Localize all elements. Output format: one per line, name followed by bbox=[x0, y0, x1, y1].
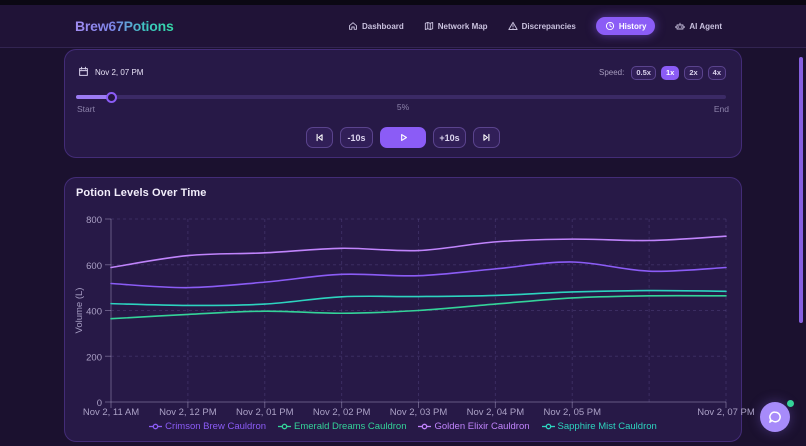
speed-button-0.5x[interactable]: 0.5x bbox=[631, 65, 656, 80]
forward-10s-button[interactable]: +10s bbox=[433, 127, 466, 148]
chat-icon bbox=[769, 411, 781, 423]
app-logo: Brew67Potions bbox=[75, 18, 174, 34]
legend-item-crimson-brew-cauldron[interactable]: Crimson Brew Cauldron bbox=[149, 421, 266, 432]
nav-item-history[interactable]: History bbox=[595, 17, 656, 35]
speed-button-2x[interactable]: 2x bbox=[684, 65, 703, 80]
skip-to-start-button[interactable] bbox=[306, 127, 333, 148]
timeline-slider-thumb[interactable] bbox=[106, 91, 117, 103]
nav-item-ai-agent[interactable]: AI Agent bbox=[675, 21, 722, 31]
playback-top-row: Nov 2, 07 PM Speed: 0.5x 1x 2x 4x bbox=[78, 64, 726, 81]
series-line-crimson-brew-cauldron bbox=[110, 261, 727, 289]
warning-icon bbox=[507, 21, 518, 30]
legend-label: Sapphire Mist Cauldron bbox=[557, 421, 657, 432]
robot-icon bbox=[675, 22, 686, 30]
main-nav: Dashboard Network Map Discrepancies History… bbox=[348, 17, 722, 35]
x-tick-label: Nov 2, 07 PM bbox=[697, 407, 755, 418]
transport-controls: -10s +10s bbox=[65, 127, 741, 148]
timestamp-label: Nov 2, 07 PM bbox=[95, 68, 144, 77]
series-line-golden-elixir-cauldron bbox=[110, 235, 727, 269]
legend-item-sapphire-mist-cauldron[interactable]: Sapphire Mist Cauldron bbox=[541, 421, 657, 432]
legend-line-icon bbox=[278, 423, 292, 430]
y-tick-label: 600 bbox=[86, 261, 102, 272]
timeline-labels: Start 5% End bbox=[77, 102, 729, 114]
nav-item-dashboard[interactable]: Dashboard bbox=[348, 21, 404, 31]
speed-button-4x[interactable]: 4x bbox=[707, 65, 726, 80]
timeline-slider[interactable] bbox=[76, 91, 726, 103]
play-icon bbox=[400, 134, 407, 141]
speed-control: Speed: 0.5x 1x 2x 4x bbox=[599, 65, 726, 80]
skip-to-end-button[interactable] bbox=[473, 127, 500, 148]
rewind-10s-button[interactable]: -10s bbox=[340, 127, 373, 148]
nav-item-label: History bbox=[618, 21, 647, 31]
legend-line-icon bbox=[149, 423, 163, 430]
playback-card: Nov 2, 07 PM Speed: 0.5x 1x 2x 4x Start 5% … bbox=[64, 49, 742, 158]
chat-online-status-dot bbox=[787, 400, 794, 407]
y-axis-title: Volume (L) bbox=[74, 288, 85, 334]
page-scrollbar[interactable] bbox=[799, 57, 803, 323]
nav-item-network-map[interactable]: Network Map bbox=[424, 21, 488, 31]
nav-item-label: AI Agent bbox=[689, 21, 722, 31]
chart-title: Potion Levels Over Time bbox=[76, 187, 207, 199]
x-tick-label: Nov 2, 12 PM bbox=[159, 407, 217, 418]
legend-label: Golden Elixir Cauldron bbox=[434, 421, 530, 432]
nav-item-discrepancies[interactable]: Discrepancies bbox=[507, 21, 576, 31]
line-chart: 0 200 400 600 800 Nov 2, 11 AM Nov 2, 12 PM Nov… bbox=[74, 215, 755, 418]
current-timestamp: Nov 2, 07 PM bbox=[78, 66, 143, 79]
legend-label: Emerald Dreams Cauldron bbox=[294, 421, 407, 432]
home-icon bbox=[349, 22, 357, 30]
series-line-sapphire-mist-cauldron bbox=[110, 289, 727, 307]
speed-label: Speed: bbox=[599, 68, 625, 77]
y-tick-label: 400 bbox=[86, 307, 102, 318]
timeline-end-label: End bbox=[713, 104, 729, 114]
x-tick-label: Nov 2, 05 PM bbox=[543, 407, 601, 418]
x-tick-label: Nov 2, 11 AM bbox=[83, 407, 139, 418]
legend-item-emerald-dreams-cauldron[interactable]: Emerald Dreams Cauldron bbox=[278, 421, 406, 432]
chart-card: Potion Levels Over Time 0 200 400 600 800 Nov… bbox=[64, 177, 755, 442]
legend-line-icon bbox=[541, 423, 555, 430]
skip-end-icon bbox=[483, 133, 490, 142]
x-tick-label: Nov 2, 03 PM bbox=[390, 407, 448, 418]
speed-button-1x[interactable]: 1x bbox=[660, 65, 680, 80]
x-tick-label: Nov 2, 02 PM bbox=[313, 407, 371, 418]
play-button[interactable] bbox=[380, 127, 426, 148]
x-tick-label: Nov 2, 01 PM bbox=[236, 407, 294, 418]
nav-item-label: Dashboard bbox=[361, 21, 404, 31]
series-line-emerald-dreams-cauldron bbox=[110, 294, 727, 320]
header: Brew67Potions Dashboard Network Map Discre… bbox=[0, 5, 806, 48]
timeline-slider-fill bbox=[76, 95, 112, 99]
legend-line-icon bbox=[418, 423, 432, 430]
clock-icon bbox=[605, 21, 614, 30]
legend-item-golden-elixir-cauldron[interactable]: Golden Elixir Cauldron bbox=[418, 421, 530, 432]
map-icon bbox=[424, 21, 433, 31]
window-top-strip bbox=[0, 0, 806, 5]
timeline-start-label: Start bbox=[77, 104, 95, 114]
calendar-icon bbox=[78, 66, 89, 79]
calendar-icon bbox=[79, 66, 88, 76]
nav-item-label: Network Map bbox=[437, 21, 488, 31]
chart-legend: Crimson Brew Cauldron Emerald Dreams Caul… bbox=[65, 421, 741, 432]
legend-label: Crimson Brew Cauldron bbox=[165, 421, 267, 432]
y-tick-label: 0 bbox=[97, 398, 102, 409]
skip-start-icon bbox=[316, 133, 323, 142]
x-tick-label: Nov 2, 04 PM bbox=[467, 407, 525, 418]
timeline-progress-label: 5% bbox=[396, 102, 410, 112]
chat-fab-button[interactable] bbox=[760, 402, 790, 432]
y-tick-label: 200 bbox=[86, 352, 102, 363]
y-tick-label: 800 bbox=[86, 215, 102, 226]
nav-item-label: Discrepancies bbox=[521, 21, 576, 31]
